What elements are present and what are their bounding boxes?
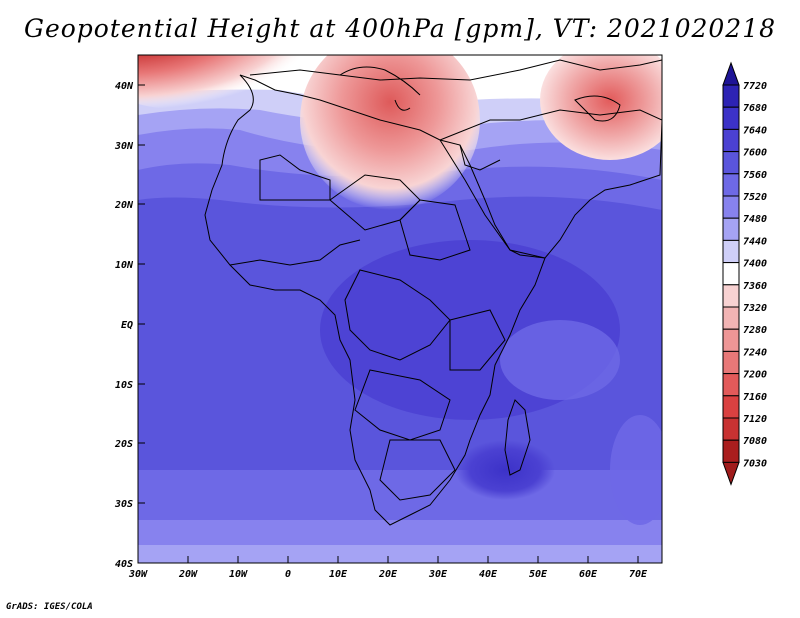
colorbar-box <box>722 106 740 130</box>
colorbar-label: 7320 <box>743 303 767 314</box>
colorbar-box <box>722 84 740 108</box>
colorbar-box <box>722 128 740 153</box>
colorbar-label: 7440 <box>743 236 767 247</box>
colorbar-box <box>722 151 740 175</box>
lat-label: EQ <box>121 320 133 331</box>
map-field <box>138 55 662 563</box>
longitude-labels: 30W 20W 10W 0 10E 20E 30E 40E 50E 60E 70… <box>128 569 648 580</box>
lon-label: 10W <box>229 569 248 580</box>
colorbar-box <box>722 262 740 286</box>
lon-label: 30W <box>128 569 148 580</box>
colorbar-label: 7680 <box>743 103 767 114</box>
colorbar-label: 7280 <box>743 325 767 336</box>
lon-label: 50E <box>529 569 548 580</box>
lon-label: 10E <box>329 569 348 580</box>
colorbar-label: 7080 <box>743 436 767 447</box>
lon-label: 30E <box>428 569 448 580</box>
colorbar-box <box>722 239 740 264</box>
colorbar-cap-top <box>722 61 740 86</box>
lon-label: 70E <box>629 569 648 580</box>
colorbar-box <box>722 395 740 419</box>
lat-label: 10N <box>115 260 134 271</box>
colorbar-label: 7520 <box>743 192 767 203</box>
colorbar-label: 7600 <box>743 148 767 159</box>
lon-label: 20E <box>378 569 398 580</box>
colorbar-label: 7120 <box>743 414 767 425</box>
colorbar-box <box>722 350 740 375</box>
colorbar-box <box>722 328 740 352</box>
colorbar-label: 7720 <box>743 81 767 92</box>
colorbar-box <box>722 195 740 219</box>
colorbar-box <box>722 306 740 330</box>
latitude-labels: 40N 30N 20N 10N EQ 10S 20S 30S 40S <box>114 81 134 570</box>
colorbar-label: 7640 <box>743 125 767 136</box>
colorbar-box <box>722 439 740 463</box>
lat-label: 40N <box>115 81 134 92</box>
colorbar-label: 7480 <box>743 214 767 225</box>
lat-label: 10S <box>115 380 133 391</box>
colorbar-label: 7200 <box>743 370 767 381</box>
lon-label: 40E <box>479 569 498 580</box>
colorbar-cap-bottom <box>722 461 740 486</box>
lon-label: 20W <box>178 569 198 580</box>
colorbar-box <box>722 284 740 308</box>
colorbar-label: 7030 <box>743 458 767 469</box>
lat-label: 30S <box>114 499 133 510</box>
colorbar-box <box>722 173 740 197</box>
lon-label: 0 <box>285 569 291 580</box>
colorbar-box <box>722 217 740 241</box>
lat-label: 20S <box>114 439 133 450</box>
colorbar-box <box>722 373 740 397</box>
colorbar-label: 7400 <box>743 259 767 270</box>
colorbar-label: 7160 <box>743 392 767 403</box>
lat-label: 30N <box>114 141 134 152</box>
colorbar-box <box>722 417 740 441</box>
colorbar-label: 7560 <box>743 170 767 181</box>
lat-label: 20N <box>114 200 134 211</box>
colorbar-label: 7240 <box>743 347 767 358</box>
lon-label: 60E <box>579 569 598 580</box>
colorbar: 7720 7680 7640 7600 7560 7520 7480 7440 7400 7360… <box>722 61 767 486</box>
map-title: Geopotential Height at 400hPa [gpm], VT:… <box>23 14 777 43</box>
colorbar-label: 7360 <box>743 281 767 292</box>
lat-label: 40S <box>115 559 133 570</box>
credit-text: GrADS: IGES/COLA <box>6 602 93 612</box>
